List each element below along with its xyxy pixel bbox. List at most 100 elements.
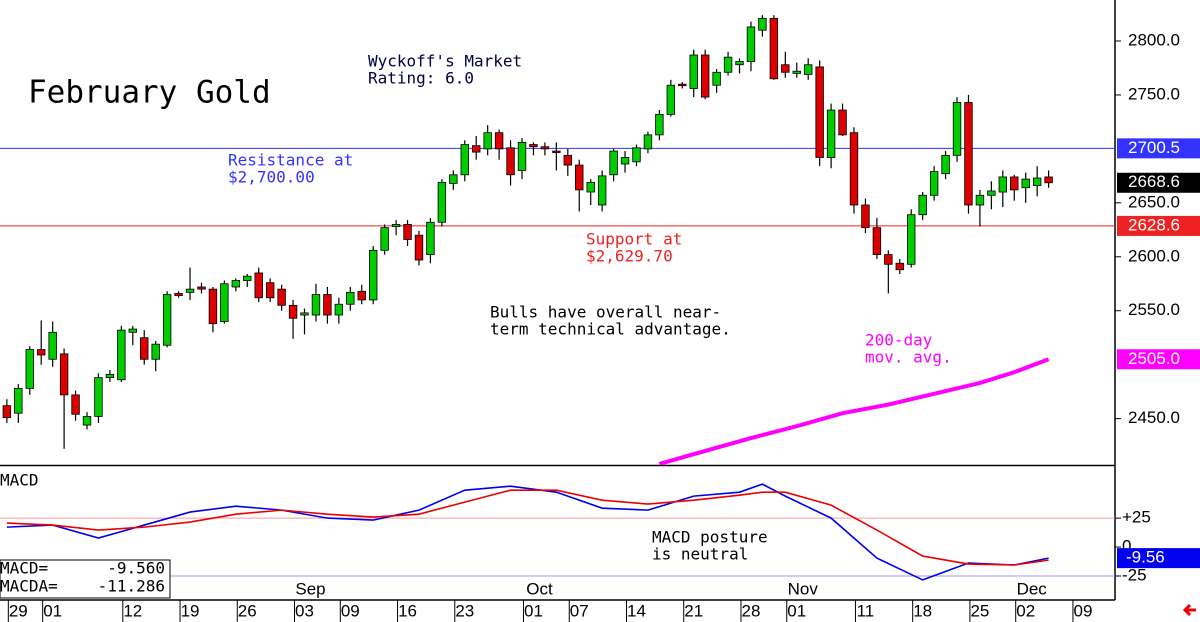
candle-body	[678, 83, 687, 87]
candle-body	[1010, 176, 1019, 191]
candle-body	[597, 175, 607, 206]
candle-body	[437, 181, 447, 223]
candle-body	[620, 157, 630, 165]
candle-body	[311, 294, 321, 316]
candle-body	[59, 353, 69, 396]
macd-line	[6, 489, 1049, 566]
y-tick-label: 2800.0	[1128, 30, 1180, 49]
candle-body	[758, 17, 767, 31]
macd-line	[6, 483, 1049, 581]
x-tick-label: 12	[123, 601, 142, 620]
candle-body	[197, 286, 206, 290]
candle-body	[334, 303, 344, 316]
candle-body	[231, 280, 241, 288]
x-tick-label: 16	[398, 601, 417, 620]
candle-body	[975, 194, 985, 206]
candle-body	[689, 54, 698, 89]
x-tick-label: 03	[295, 601, 314, 620]
candle-body	[643, 134, 653, 150]
candle-body	[151, 343, 160, 360]
candle-body	[563, 154, 573, 166]
x-tick-label: 09	[341, 601, 360, 620]
candle-body	[804, 64, 813, 75]
readout-value: -9.560	[107, 559, 165, 578]
candle-body	[907, 214, 916, 265]
candle-body	[220, 283, 229, 322]
candle-body	[380, 227, 389, 251]
value-box	[1117, 138, 1200, 159]
month-label: Sep	[295, 579, 325, 598]
candle-body	[368, 249, 378, 301]
candle-body	[243, 275, 252, 281]
annotation: Resistance at	[228, 151, 353, 170]
candle-body	[826, 109, 836, 158]
candle-body	[391, 224, 401, 227]
candle-body	[746, 26, 756, 62]
x-tick-label: 19	[181, 601, 200, 620]
candle-body	[185, 288, 195, 293]
candle-body	[861, 204, 870, 229]
candle-body	[1021, 178, 1030, 189]
candle-body	[346, 291, 355, 305]
chart-title: February Gold	[28, 75, 271, 111]
candle-body	[929, 171, 939, 196]
candle-body	[117, 329, 126, 381]
month-label: Dec	[1017, 579, 1048, 598]
candle-body	[517, 142, 527, 171]
candle-body	[174, 293, 183, 297]
candle-body	[838, 109, 847, 136]
value-box	[1117, 349, 1200, 370]
candle-body	[700, 54, 710, 98]
readout-name: MACD=	[0, 559, 48, 578]
candle-body	[769, 17, 779, 80]
annotation: mov. avg.	[865, 348, 952, 367]
candle-body	[414, 234, 424, 261]
candle-body	[162, 294, 172, 346]
price-panel	[0, 15, 1115, 465]
candle-body	[952, 102, 962, 156]
macd-panel	[0, 483, 1115, 581]
x-tick-label: 21	[684, 601, 703, 620]
y-tick-label: 2450.0	[1128, 408, 1180, 427]
candle-body	[288, 304, 298, 319]
y-tick-label: 2600.0	[1128, 246, 1180, 265]
candle-body	[357, 290, 366, 301]
annotation: term technical advantage.	[490, 320, 731, 339]
candle-body	[552, 150, 561, 153]
x-tick-label: 11	[857, 601, 875, 620]
candle-body	[2, 405, 12, 418]
x-tick-label: 28	[742, 601, 761, 620]
candle-body	[208, 288, 218, 325]
annotation: Support at	[586, 230, 682, 249]
value-box-label: 2505.0	[1128, 349, 1180, 368]
candle-body	[128, 328, 137, 333]
x-tick-label: 01	[787, 601, 806, 620]
annotation: MACD posture	[652, 528, 768, 547]
candle-body	[265, 282, 275, 299]
candle-body	[655, 113, 664, 136]
candle-body	[277, 288, 286, 306]
y-tick-label: 2750.0	[1128, 84, 1180, 103]
annotation: 200-day	[865, 331, 933, 350]
y-tick-label: +25	[1122, 508, 1151, 527]
readout-box	[0, 559, 171, 599]
candle-body	[895, 262, 904, 271]
candle-body	[483, 132, 492, 150]
value-box-label: 2668.6	[1128, 172, 1180, 191]
annotation: $2,629.70	[586, 247, 673, 266]
y-tick-label: -25	[1122, 565, 1147, 584]
value-box	[1117, 172, 1200, 193]
candle-body	[14, 387, 23, 414]
candle-body	[609, 150, 618, 176]
x-tick-label: 23	[455, 601, 474, 620]
scroll-arrow[interactable]	[1182, 603, 1196, 617]
candle-body	[964, 102, 973, 206]
x-tick-label: 02	[1016, 601, 1035, 620]
value-box	[1117, 548, 1200, 569]
annotation: Wyckoff's Market	[368, 52, 522, 71]
candle-body	[529, 144, 538, 148]
candle-body	[300, 312, 309, 316]
candle-body	[987, 190, 996, 196]
x-tick-label: 26	[238, 601, 257, 620]
month-label: Oct	[526, 579, 553, 598]
